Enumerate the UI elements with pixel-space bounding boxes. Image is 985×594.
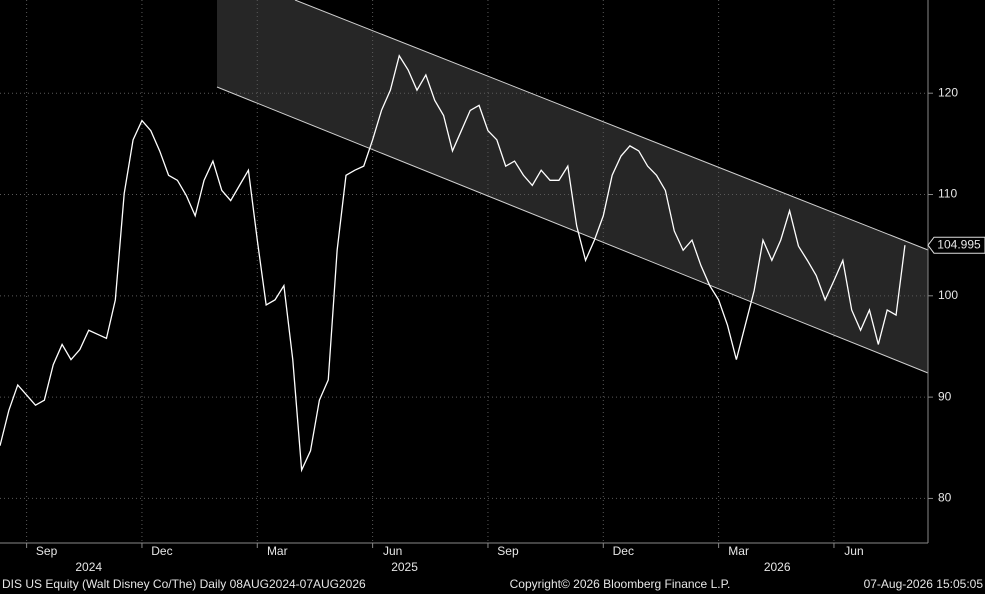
- y-tick-label: 120: [938, 85, 958, 99]
- year-label: 2024: [75, 560, 102, 574]
- last-price-box: [927, 236, 985, 254]
- y-tick-label: 100: [938, 288, 958, 302]
- y-tick-label: 110: [938, 187, 957, 201]
- last-price-label: 104.995: [937, 237, 981, 251]
- x-tick-label: Jun: [844, 544, 863, 558]
- year-label: 2026: [764, 560, 791, 574]
- y-tick-label: 90: [938, 389, 952, 403]
- channel-upper: [294, 0, 929, 251]
- x-tick-label: Mar: [728, 544, 749, 558]
- x-tick-label: Dec: [613, 544, 634, 558]
- footer-left: DIS US Equity (Walt Disney Co/The) Daily…: [2, 577, 366, 591]
- y-tick-label: 80: [938, 491, 952, 505]
- price-line: [0, 54, 906, 473]
- x-tick-label: Sep: [36, 544, 58, 558]
- year-label: 2025: [391, 560, 418, 574]
- channel-lower: [216, 86, 929, 374]
- x-tick-label: Jun: [383, 544, 402, 558]
- x-tick-label: Dec: [151, 544, 172, 558]
- footer-center: Copyright© 2026 Bloomberg Finance L.P.: [510, 577, 731, 591]
- x-tick-label: Sep: [497, 544, 519, 558]
- channel-band: [217, 0, 928, 373]
- footer-right: 07-Aug-2026 15:05:05: [864, 577, 984, 591]
- x-tick-label: Mar: [267, 544, 288, 558]
